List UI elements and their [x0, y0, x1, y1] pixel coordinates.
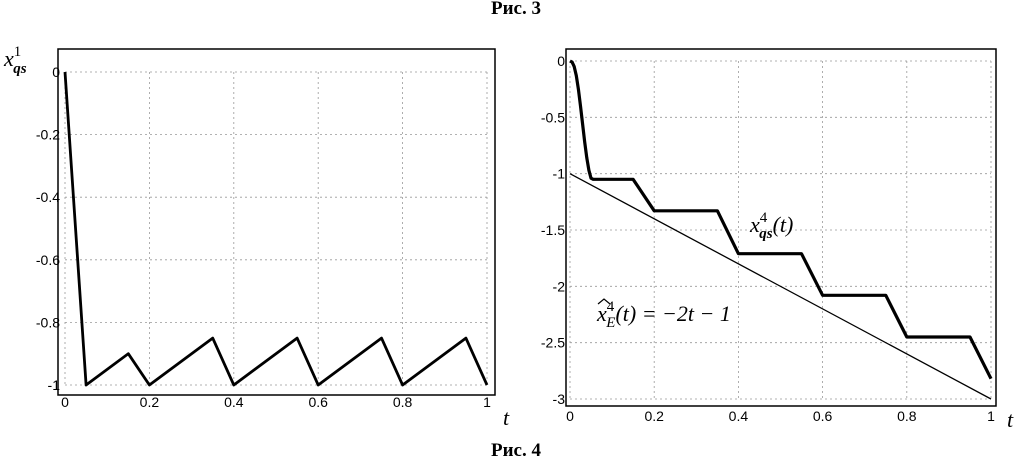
left-tick-labels: 0 0.2 0.4 0.6 0.8 1 0 -0.2 -0.4 -0.6 -0.8 -1 — [36, 64, 491, 410]
x-tick-label: 0.6 — [813, 408, 833, 424]
left-plot-frame — [57, 48, 496, 396]
x-tick-label: 0.4 — [729, 408, 749, 424]
chart-left: 0 0.2 0.4 0.6 0.8 1 0 -0.2 -0.4 -0.6 -0.8 -1 x1 qs t — [3, 44, 510, 430]
y-tick-label: -0.4 — [36, 189, 60, 205]
y-tick-label: -0.8 — [36, 314, 60, 330]
y-tick-label: -0.5 — [541, 109, 565, 125]
left-grid — [64, 71, 488, 386]
left-series — [63, 71, 489, 387]
svg-text:x4E(t) = −2t − 1: x4 E(t) = −2t − 1 — [596, 299, 731, 331]
line-annotation: x4 E(t) = −2t − 1 — [596, 298, 731, 331]
x-tick-label: 0 — [566, 408, 574, 424]
y-tick-label: -2 — [553, 278, 566, 294]
y-tick-label: -3 — [553, 391, 566, 407]
x-tick-label: 1 — [483, 394, 491, 410]
x-tick-label: 0 — [61, 394, 69, 410]
hat-accent — [597, 298, 611, 305]
curve-annotation: x4 qs(t) — [749, 210, 793, 242]
right-series — [569, 59, 993, 400]
left-series-line-0 — [63, 71, 489, 387]
y-tick-label: -1 — [48, 377, 61, 393]
left-xlabel: t — [503, 405, 510, 430]
y-tick-label: -2.5 — [541, 335, 565, 351]
figure-caption-bottom: Рис. 4 — [491, 440, 541, 461]
chart-right: 0 0.2 0.4 0.6 0.8 1 0 -0.5 -1 -1.5 -2 -2.5 -3 t x4 qs… — [541, 48, 1014, 432]
y-tick-label: -1 — [553, 166, 566, 182]
x-tick-label: 0.4 — [224, 394, 244, 410]
right-plot-frame — [565, 48, 997, 407]
y-tick-label: -0.2 — [36, 127, 60, 143]
figure-caption-top: Рис. 3 — [491, 0, 541, 19]
right-series-line-1 — [569, 173, 992, 400]
x-tick-label: 0.2 — [644, 408, 664, 424]
y-tick-label: -1.5 — [541, 222, 565, 238]
x-tick-label: 0.8 — [393, 394, 413, 410]
x-tick-label: 0.8 — [897, 408, 917, 424]
y-tick-label: -0.6 — [36, 252, 60, 268]
y-tick-label: 0 — [557, 53, 565, 69]
right-series-line-0 — [569, 59, 993, 380]
x-tick-label: 0.2 — [140, 394, 160, 410]
x-tick-label: 1 — [987, 408, 995, 424]
x-tick-label: 0.6 — [308, 394, 328, 410]
right-tick-labels: 0 0.2 0.4 0.6 0.8 1 0 -0.5 -1 -1.5 -2 -2.5 -3 — [541, 53, 995, 424]
left-ylabel: x1 qs — [3, 44, 27, 77]
y-tick-label: 0 — [52, 64, 60, 80]
right-xlabel: t — [1007, 407, 1014, 432]
